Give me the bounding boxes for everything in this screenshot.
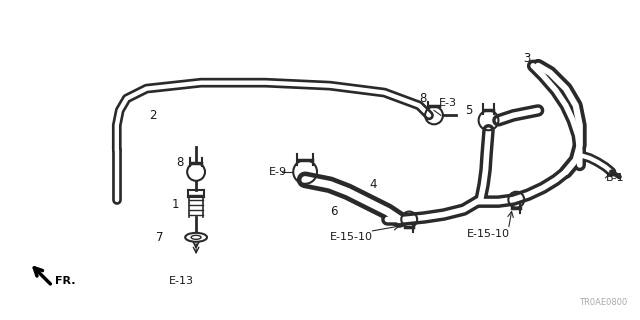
Text: FR.: FR. — [55, 276, 76, 286]
Text: E-15-10: E-15-10 — [467, 229, 509, 239]
Text: E-13: E-13 — [170, 276, 195, 286]
Text: E-15-10: E-15-10 — [330, 232, 373, 242]
Text: 8: 8 — [176, 156, 184, 170]
Text: 5: 5 — [465, 104, 472, 117]
Text: TR0AE0800: TR0AE0800 — [579, 298, 627, 307]
Text: 2: 2 — [150, 109, 157, 122]
Text: E-3: E-3 — [439, 98, 457, 108]
Ellipse shape — [191, 235, 201, 239]
Text: 1: 1 — [172, 198, 179, 211]
Text: 6: 6 — [330, 205, 337, 218]
Text: E-9: E-9 — [268, 167, 287, 177]
Text: 3: 3 — [524, 52, 531, 65]
Text: B-1: B-1 — [605, 173, 624, 183]
Text: 8: 8 — [419, 92, 426, 105]
Text: 7: 7 — [156, 231, 164, 244]
Ellipse shape — [185, 233, 207, 242]
Text: 4: 4 — [369, 178, 377, 191]
